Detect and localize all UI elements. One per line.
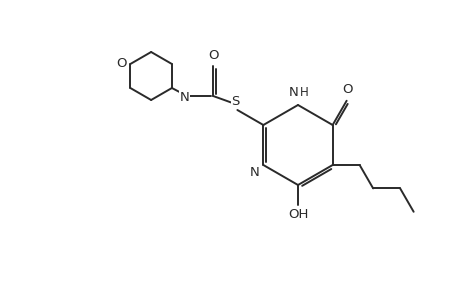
Text: O: O [341,83,352,96]
Text: O: O [207,49,218,62]
Text: OH: OH [287,208,308,221]
Text: O: O [116,56,126,70]
Text: N: N [289,85,298,98]
Text: H: H [299,85,308,98]
Text: N: N [179,91,189,103]
Text: N: N [249,167,259,179]
Text: S: S [231,94,239,107]
